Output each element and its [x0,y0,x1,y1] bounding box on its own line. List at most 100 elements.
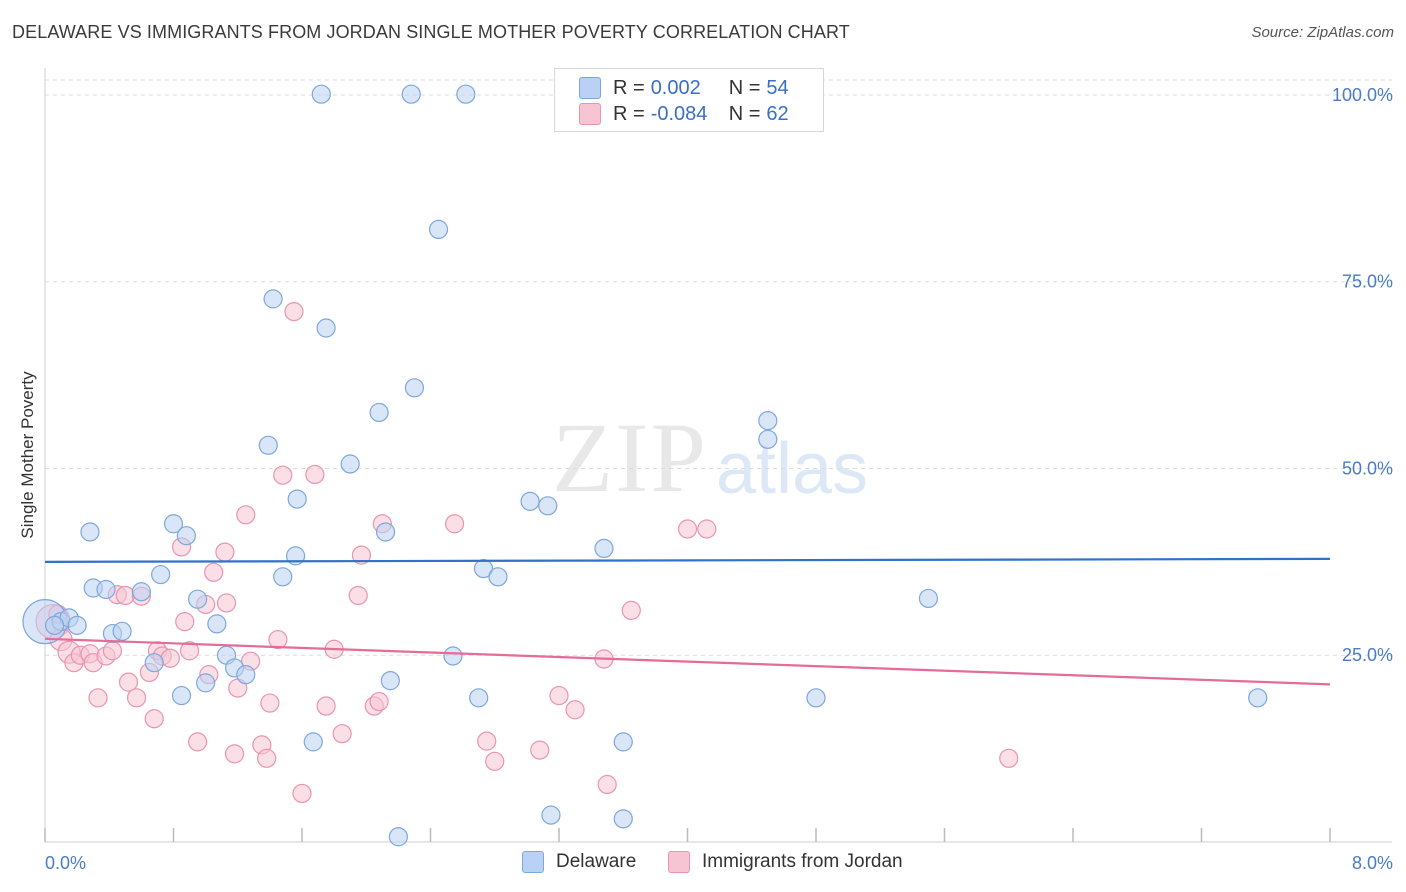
delaware-point[interactable] [456,84,476,104]
delaware-point[interactable] [488,567,508,587]
delaware-point[interactable] [303,732,323,752]
jordan-point[interactable] [549,685,569,706]
jordan-point[interactable] [126,688,147,708]
y-tick-label: 50.0% [1342,458,1393,478]
delaware-point[interactable] [316,318,336,338]
jordan-point[interactable] [224,744,245,764]
jordan-point[interactable] [999,748,1019,768]
delaware-point[interactable] [176,526,196,546]
delaware-point[interactable] [96,579,116,600]
jordan-point[interactable] [236,505,256,525]
legend-row-jordan: R = -0.084 N = 62 [579,102,789,126]
delaware-point[interactable] [340,454,360,474]
delaware-point[interactable] [163,514,184,534]
delaware-point[interactable] [758,411,778,431]
delaware-point[interactable] [287,489,307,509]
jordan-point[interactable] [115,585,135,606]
delaware-point[interactable] [428,219,449,240]
source-credit: Source: ZipAtlas.com [1251,24,1394,41]
delaware-point[interactable] [207,614,227,634]
jordan-point[interactable] [102,641,123,661]
legend-item-jordan[interactable]: Immigrants from Jordan [668,851,903,873]
jordan-point[interactable] [179,641,200,661]
delaware-points [22,84,1268,847]
delaware-point[interactable] [375,522,396,542]
jordan-point[interactable] [175,612,195,632]
x-tick-label-max: 8.0% [1352,853,1393,873]
jordan-point[interactable] [268,629,288,650]
jordan-points [35,301,1019,804]
jordan-point[interactable] [351,545,372,565]
delaware-point[interactable] [758,429,778,449]
series-legend: Delaware Immigrants from Jordan [0,851,1406,879]
legend-label-delaware: Delaware [556,851,637,872]
jordan-point[interactable] [485,751,505,771]
jordan-point[interactable] [284,301,304,322]
jordan-point[interactable] [697,519,717,539]
delaware-point[interactable] [404,378,425,398]
delaware-point[interactable] [918,588,939,609]
jordan-point[interactable] [187,732,208,752]
delaware-point[interactable] [196,673,216,693]
delaware-point[interactable] [443,646,463,666]
delaware-point[interactable] [144,653,164,673]
jordan-point[interactable] [216,593,237,613]
jordan-point[interactable] [292,783,312,804]
jordan-point[interactable] [677,519,698,539]
delaware-trend-line [44,557,1331,563]
delaware-point[interactable] [388,827,408,847]
jordan-point[interactable] [88,688,108,708]
delaware-point[interactable] [369,402,389,423]
jordan-point[interactable] [118,672,139,692]
delaware-point[interactable] [258,435,278,455]
jordan-point[interactable] [369,691,389,712]
delaware-point[interactable] [401,84,421,104]
delaware-point[interactable] [613,809,633,829]
delaware-point[interactable] [1248,688,1268,708]
jordan-point[interactable] [305,464,325,485]
jordan-point[interactable] [348,585,368,606]
delaware-point[interactable] [80,522,100,542]
delaware-point[interactable] [380,671,400,691]
jordan-point[interactable] [477,731,497,751]
delaware-point[interactable] [520,491,540,511]
y-tick-label: 25.0% [1342,645,1393,665]
jordan-point[interactable] [273,465,293,485]
delaware-point[interactable] [187,589,208,609]
jordan-point[interactable] [332,724,352,744]
delaware-point[interactable] [806,688,826,708]
delaware-swatch [579,77,601,99]
delaware-point[interactable] [594,538,614,559]
jordan-point[interactable] [597,774,617,795]
delaware-point[interactable] [236,665,256,685]
delaware-point[interactable] [538,496,558,516]
watermark-atlas: atlas [716,429,869,509]
delaware-point[interactable] [112,621,132,641]
jordan-point[interactable] [204,562,224,582]
delaware-point[interactable] [263,289,283,309]
delaware-point[interactable] [67,615,87,635]
delaware-point[interactable] [273,567,293,587]
delaware-point[interactable] [311,84,331,104]
r-label: R = [613,76,645,99]
jordan-point[interactable] [144,709,164,729]
jordan-point[interactable] [316,696,336,716]
delaware-point[interactable] [473,558,494,579]
n-value: 54 [766,76,789,99]
jordan-point[interactable] [260,693,280,713]
delaware-point[interactable] [469,688,489,708]
delaware-point[interactable] [151,564,171,585]
delaware-point[interactable] [541,805,561,825]
jordan-point[interactable] [444,514,465,534]
jordan-point[interactable] [257,748,277,768]
jordan-point[interactable] [160,648,180,668]
delaware-point[interactable] [171,685,192,706]
delaware-point[interactable] [613,732,633,752]
jordan-point[interactable] [215,542,235,562]
delaware-point[interactable] [45,615,65,635]
jordan-point[interactable] [621,600,641,621]
legend-item-delaware[interactable]: Delaware [522,851,636,873]
jordan-point[interactable] [565,700,585,720]
jordan-point[interactable] [530,740,550,760]
delaware-point[interactable] [131,582,151,602]
